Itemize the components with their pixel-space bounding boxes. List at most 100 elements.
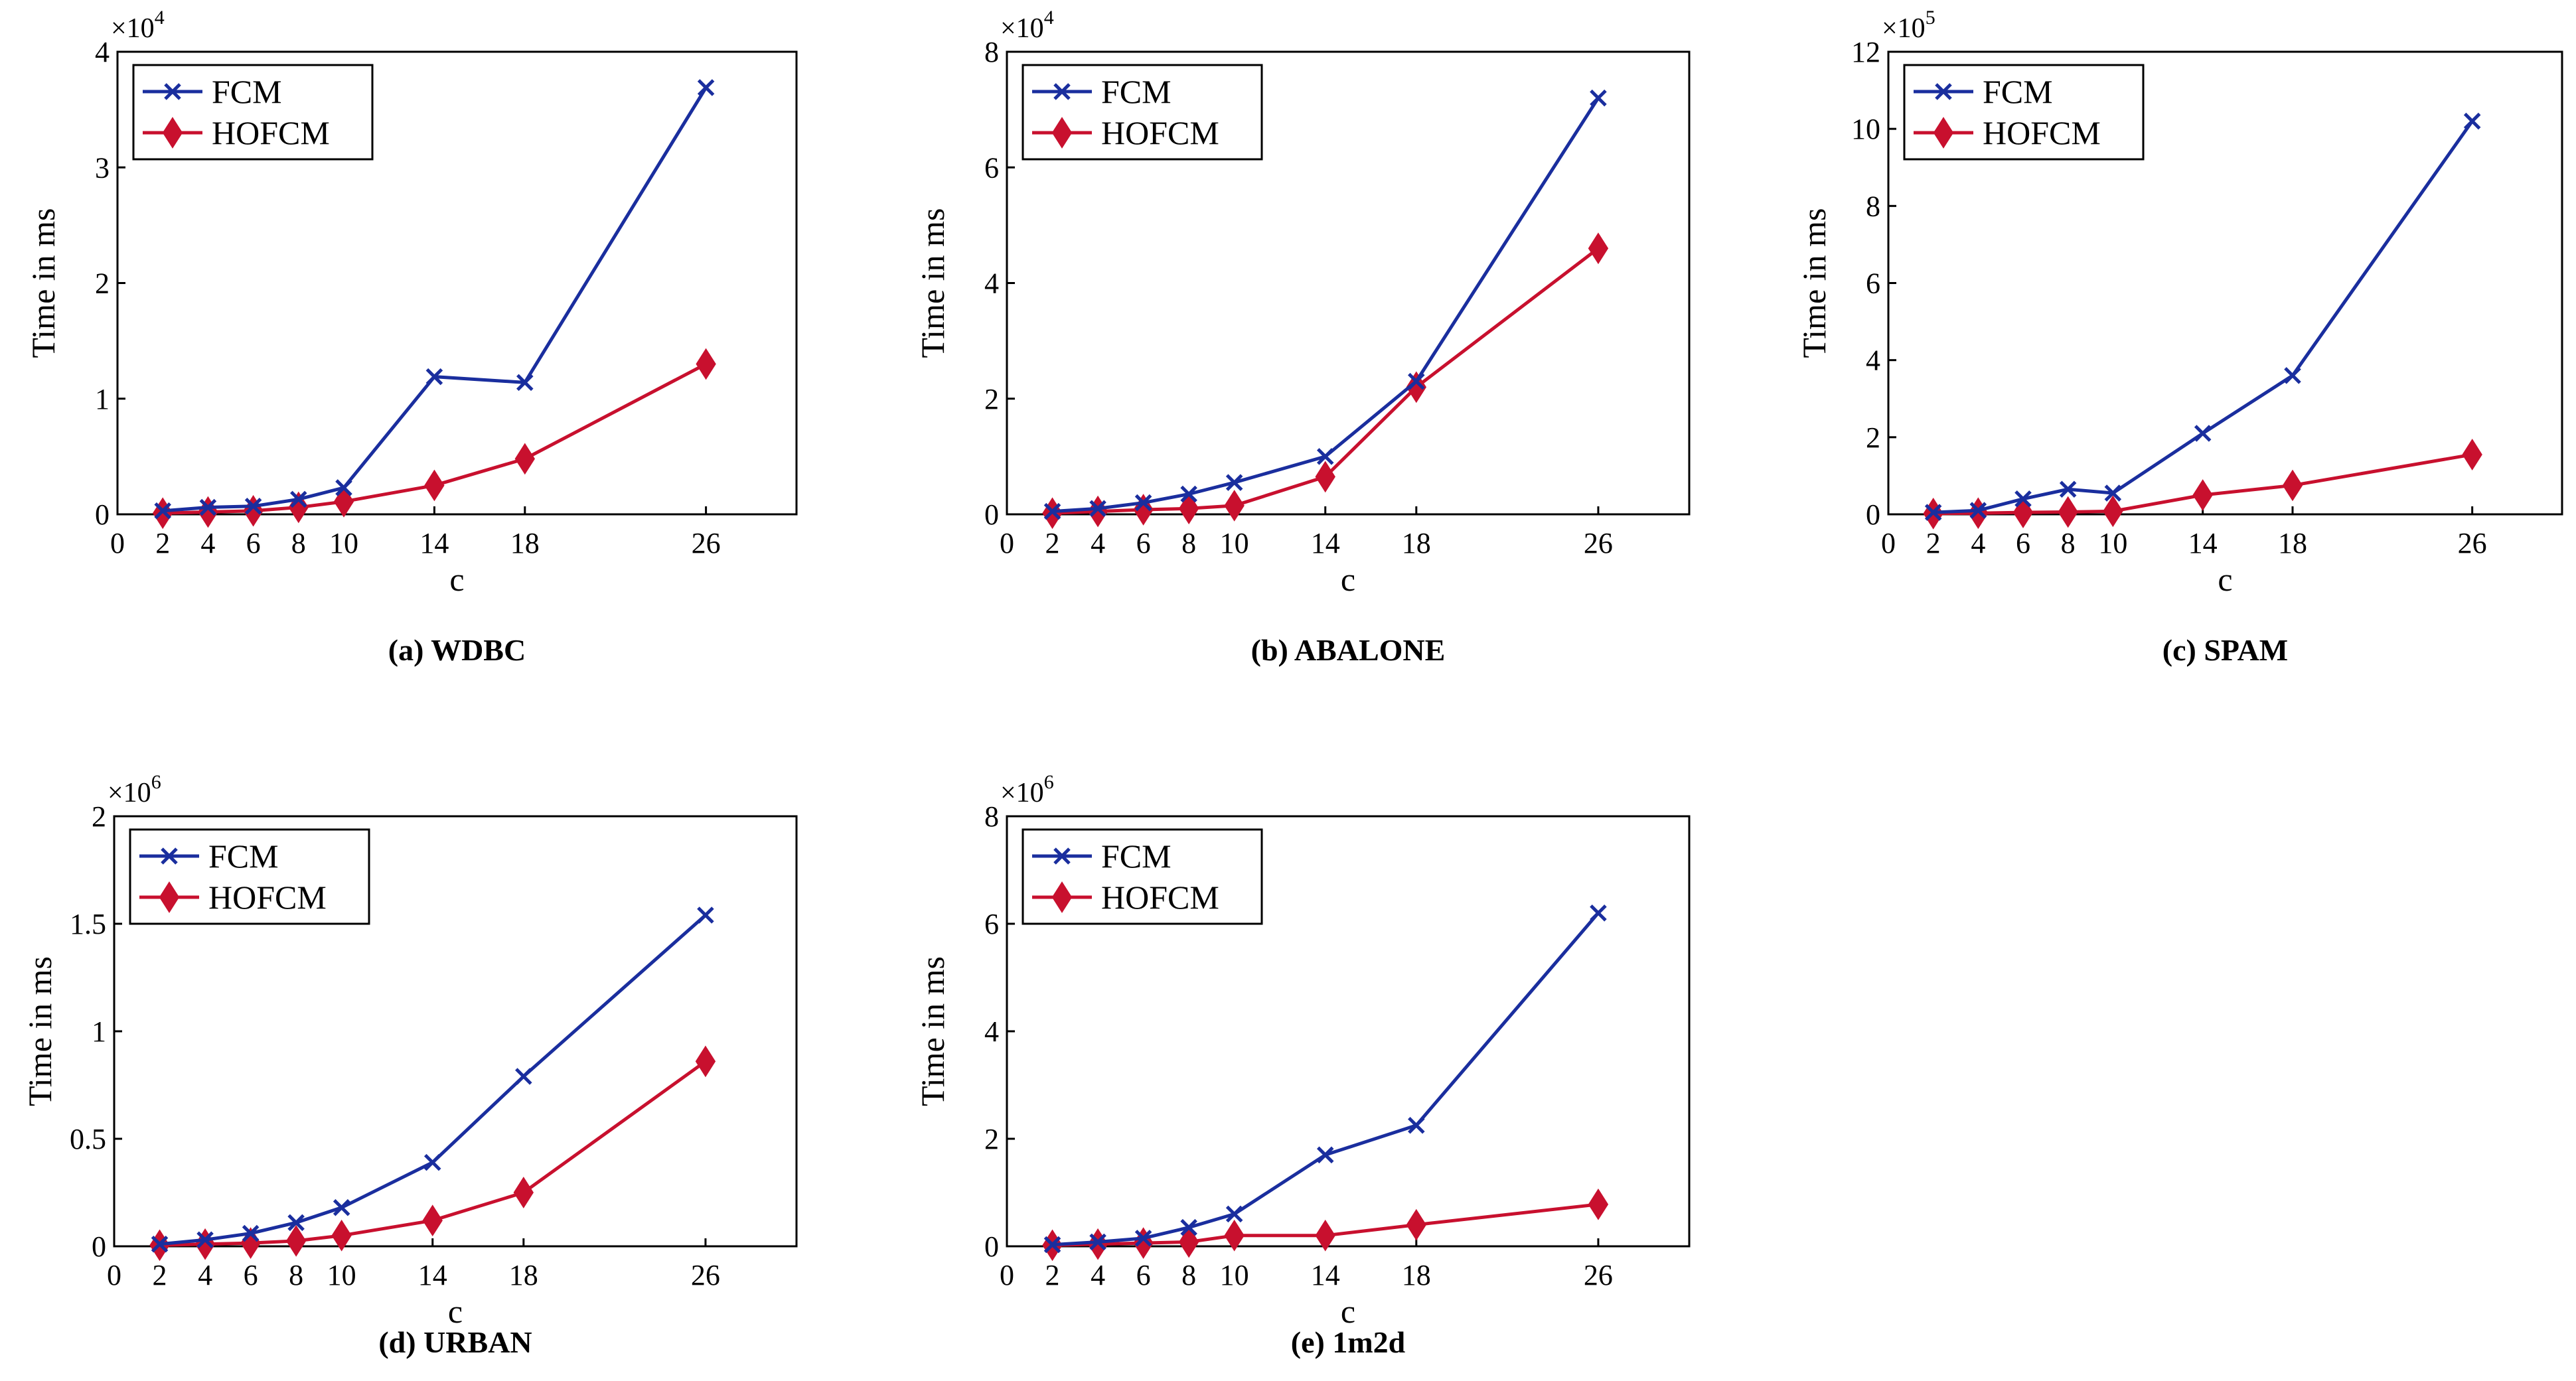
x-tick-label: 26 — [692, 527, 721, 559]
hofcm-point — [331, 1219, 352, 1252]
fcm-point — [2194, 425, 2212, 442]
axis-exponent: 5 — [1926, 7, 1935, 29]
x-tick-label: 26 — [1584, 527, 1613, 559]
x-axis-label: c — [2218, 561, 2232, 598]
y-tick-label: 4 — [984, 267, 999, 300]
hofcm-point — [696, 348, 716, 380]
x-tick-label: 26 — [2458, 527, 2487, 559]
x-tick-label: 8 — [289, 1259, 303, 1291]
fcm-point — [335, 479, 352, 496]
y-tick-label: 2 — [984, 1123, 999, 1155]
x-axis-label: c — [1341, 1293, 1355, 1330]
x-tick-label: 2 — [1045, 1259, 1060, 1291]
hofcm-point — [424, 469, 445, 502]
axis-multiplier: ×104 — [111, 7, 165, 44]
fcm-line — [159, 914, 707, 1246]
x-tick-label: 26 — [691, 1259, 720, 1291]
hofcm-point — [1224, 1219, 1245, 1252]
y-tick-label: 6 — [984, 151, 999, 184]
hofcm-point — [2103, 495, 2123, 528]
hofcm-point — [2282, 469, 2303, 502]
x-tick-label: 2 — [155, 527, 170, 559]
y-tick-label: 8 — [984, 800, 999, 833]
x-axis-label: c — [449, 561, 464, 598]
legend-label-hofcm: HOFCM — [1983, 114, 2101, 151]
y-tick-label: 12 — [1851, 36, 1880, 68]
x-tick-label: 6 — [1136, 527, 1151, 559]
x-tick-label: 0 — [110, 527, 125, 559]
y-tick-label: 0 — [95, 498, 110, 531]
axis-exponent: 6 — [151, 771, 161, 793]
x-axis-label: c — [448, 1293, 463, 1330]
hofcm-point — [1315, 1219, 1335, 1252]
x-tick-label: 18 — [510, 527, 540, 559]
x-tick-label: 8 — [1181, 1259, 1196, 1291]
x-tick-label: 6 — [246, 527, 261, 559]
hofcm-point — [2058, 496, 2078, 528]
x-tick-label: 14 — [419, 527, 449, 559]
x-tick-label: 4 — [200, 527, 215, 559]
legend: FCM HOFCM — [1022, 64, 1263, 161]
fcm-point — [1180, 1218, 1197, 1236]
fcm-point — [697, 79, 715, 96]
y-tick-label: 3 — [95, 151, 110, 184]
series-hofcm — [1042, 232, 1609, 530]
hofcm-point — [422, 1204, 443, 1236]
x-tick-label: 0 — [1000, 527, 1014, 559]
x-tick-label: 2 — [1926, 527, 1941, 559]
series-fcm — [154, 79, 715, 520]
axis-exponent: 4 — [155, 7, 165, 29]
fcm-point — [425, 368, 443, 386]
fcm-line — [163, 86, 708, 513]
axis-multiplier: ×104 — [1000, 7, 1054, 44]
x-tick-label: 6 — [244, 1259, 258, 1291]
x-tick-label: 8 — [291, 527, 306, 559]
fcm-point — [242, 1224, 260, 1242]
fcm-point — [423, 1153, 441, 1171]
y-tick-label: 2 — [92, 800, 106, 833]
fcm-point — [2014, 490, 2032, 508]
x-tick-label: 18 — [1402, 1259, 1431, 1291]
legend: FCM HOFCM — [1903, 64, 2145, 161]
hofcm-point — [1406, 371, 1426, 403]
series-fcm — [1043, 905, 1607, 1254]
legend-label-fcm: FCM — [1983, 73, 2053, 110]
legend: FCM HOFCM — [1022, 828, 1263, 925]
legend-label-hofcm: HOFCM — [1101, 114, 1219, 151]
fcm-point — [1590, 89, 1607, 107]
fcm-point — [333, 1199, 350, 1216]
legend-label-fcm: FCM — [212, 73, 282, 110]
hofcm-point — [1588, 232, 1609, 265]
y-tick-label: 0 — [984, 498, 999, 531]
fcm-point — [1089, 500, 1106, 518]
fcm-point — [2059, 480, 2077, 498]
fcm-point — [2463, 112, 2481, 130]
hofcm-point — [2462, 439, 2482, 471]
fcm-point — [290, 490, 307, 508]
fcm-point — [1089, 1233, 1106, 1251]
x-tick-label: 4 — [198, 1259, 212, 1291]
legend-marker-hofcm — [162, 117, 183, 149]
legend-marker-fcm — [1053, 83, 1071, 100]
hofcm-point — [1588, 1188, 1609, 1220]
legend: FCM HOFCM — [132, 64, 374, 161]
y-tick-label: 2 — [95, 267, 110, 300]
hofcm-point — [1178, 492, 1199, 525]
axis-multiplier: ×106 — [1000, 771, 1054, 808]
x-tick-label: 2 — [1045, 527, 1060, 559]
x-tick-label: 14 — [1311, 1259, 1340, 1291]
x-tick-label: 10 — [2098, 527, 2127, 559]
legend-label-fcm: FCM — [208, 837, 279, 875]
legend-label-hofcm: HOFCM — [1101, 879, 1219, 916]
x-tick-label: 10 — [1220, 527, 1249, 559]
legend-label-hofcm: HOFCM — [212, 114, 330, 151]
y-axis-label: Time in ms — [25, 208, 62, 358]
x-tick-label: 18 — [1402, 527, 1431, 559]
y-tick-label: 2 — [984, 383, 999, 415]
legend-marker-hofcm — [159, 881, 180, 913]
legend-marker-fcm — [1935, 83, 1952, 100]
x-tick-label: 14 — [2188, 527, 2218, 559]
